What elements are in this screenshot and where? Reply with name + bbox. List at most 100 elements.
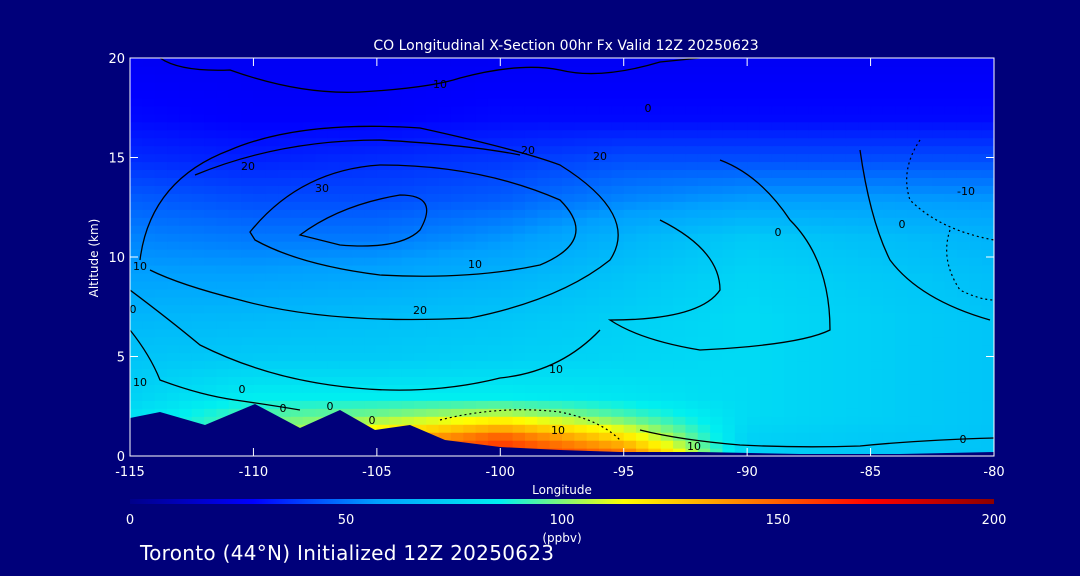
heatmap-cell: [932, 73, 946, 83]
heatmap-cell: [179, 304, 193, 314]
heatmap-cell: [389, 408, 403, 417]
heatmap-cell: [821, 257, 835, 266]
heatmap-cell: [265, 241, 279, 250]
heatmap-cell: [154, 304, 168, 314]
heatmap-cell: [932, 400, 946, 409]
heatmap-cell: [747, 408, 761, 417]
heatmap-cell: [660, 209, 674, 218]
heatmap-cell: [228, 320, 242, 330]
heatmap-cell: [278, 408, 292, 417]
heatmap-cell: [944, 121, 958, 131]
heatmap-cell: [611, 121, 625, 131]
heatmap-cell: [759, 440, 773, 449]
heatmap-cell: [142, 58, 156, 67]
heatmap-cell: [747, 153, 761, 163]
heatmap-cell: [574, 257, 588, 266]
heatmap-cell: [808, 288, 822, 298]
heatmap-cell: [586, 241, 600, 250]
heatmap-cell: [524, 376, 538, 385]
heatmap-cell: [586, 264, 600, 274]
heatmap-cell: [426, 65, 440, 75]
heatmap-cell: [376, 177, 390, 186]
heatmap-cell: [956, 352, 970, 362]
heatmap-cell: [648, 288, 662, 298]
heatmap-cell: [858, 328, 872, 338]
heatmap-cell: [784, 105, 798, 115]
heatmap-cell: [130, 249, 143, 258]
heatmap-cell: [907, 344, 921, 354]
heatmap-cell: [734, 408, 748, 417]
heatmap-cell: [364, 209, 378, 218]
heatmap-cell: [352, 225, 366, 234]
contour-label: 30: [315, 182, 329, 195]
heatmap-cell: [487, 201, 501, 210]
heatmap-cell: [673, 113, 687, 123]
heatmap-cell: [870, 392, 884, 401]
heatmap-cell: [833, 328, 847, 338]
heatmap-cell: [685, 161, 699, 171]
heatmap-cell: [315, 177, 329, 186]
heatmap-cell: [204, 257, 217, 266]
heatmap-cell: [339, 97, 353, 107]
heatmap-cell: [956, 448, 970, 456]
heatmap-cell: [265, 97, 279, 107]
heatmap-cell: [845, 201, 859, 210]
heatmap-cell: [574, 73, 588, 83]
heatmap-cell: [562, 209, 575, 218]
heatmap-cell: [796, 272, 810, 282]
heatmap-cell: [673, 169, 687, 178]
heatmap-cell: [586, 400, 600, 409]
heatmap-cell: [697, 137, 711, 147]
heatmap-cell: [636, 201, 649, 210]
heatmap-cell: [463, 145, 477, 155]
heatmap-cell: [352, 113, 366, 123]
heatmap-cell: [722, 296, 736, 306]
heatmap-cell: [352, 304, 366, 314]
heatmap-cell: [623, 424, 637, 433]
heatmap-cell: [648, 376, 662, 385]
heatmap-cell: [204, 129, 217, 139]
heatmap-cell: [611, 145, 625, 155]
heatmap-cell: [808, 280, 822, 290]
heatmap-cell: [833, 432, 847, 441]
heatmap-cell: [710, 328, 724, 338]
heatmap-cell: [228, 233, 242, 242]
heatmap-cell: [574, 384, 588, 393]
heatmap-cell: [944, 440, 958, 449]
heatmap-cell: [722, 121, 736, 131]
heatmap-cell: [722, 161, 736, 171]
heatmap-cell: [450, 304, 464, 314]
heatmap-cell: [315, 58, 329, 67]
heatmap-cell: [685, 408, 699, 417]
heatmap-cell: [599, 201, 612, 210]
x-tick-label: -85: [860, 465, 881, 480]
heatmap-cell: [512, 225, 526, 234]
heatmap-cell: [130, 312, 143, 322]
heatmap-cell: [438, 217, 452, 226]
heatmap-cell: [450, 241, 464, 250]
heatmap-cell: [426, 113, 440, 123]
heatmap-cell: [130, 73, 143, 83]
heatmap-cell: [956, 145, 970, 155]
heatmap-cell: [167, 368, 180, 377]
heatmap-cell: [191, 360, 205, 370]
heatmap-cell: [537, 264, 551, 274]
heatmap-cell: [660, 65, 674, 75]
heatmap-cell: [919, 185, 933, 194]
heatmap-cell: [487, 225, 501, 234]
heatmap-cell: [895, 225, 909, 234]
heatmap-cell: [376, 416, 390, 425]
heatmap-cell: [401, 193, 415, 202]
heatmap-cell: [981, 73, 994, 83]
heatmap-cell: [796, 169, 810, 178]
heatmap-cell: [142, 320, 156, 330]
heatmap-cell: [895, 97, 909, 107]
heatmap-cell: [599, 217, 612, 226]
heatmap-cell: [167, 121, 180, 131]
heatmap-cell: [710, 264, 724, 274]
heatmap-cell: [450, 360, 464, 370]
heatmap-cell: [487, 145, 501, 155]
heatmap-cell: [956, 312, 970, 322]
heatmap-cell: [895, 328, 909, 338]
heatmap-cell: [339, 201, 353, 210]
